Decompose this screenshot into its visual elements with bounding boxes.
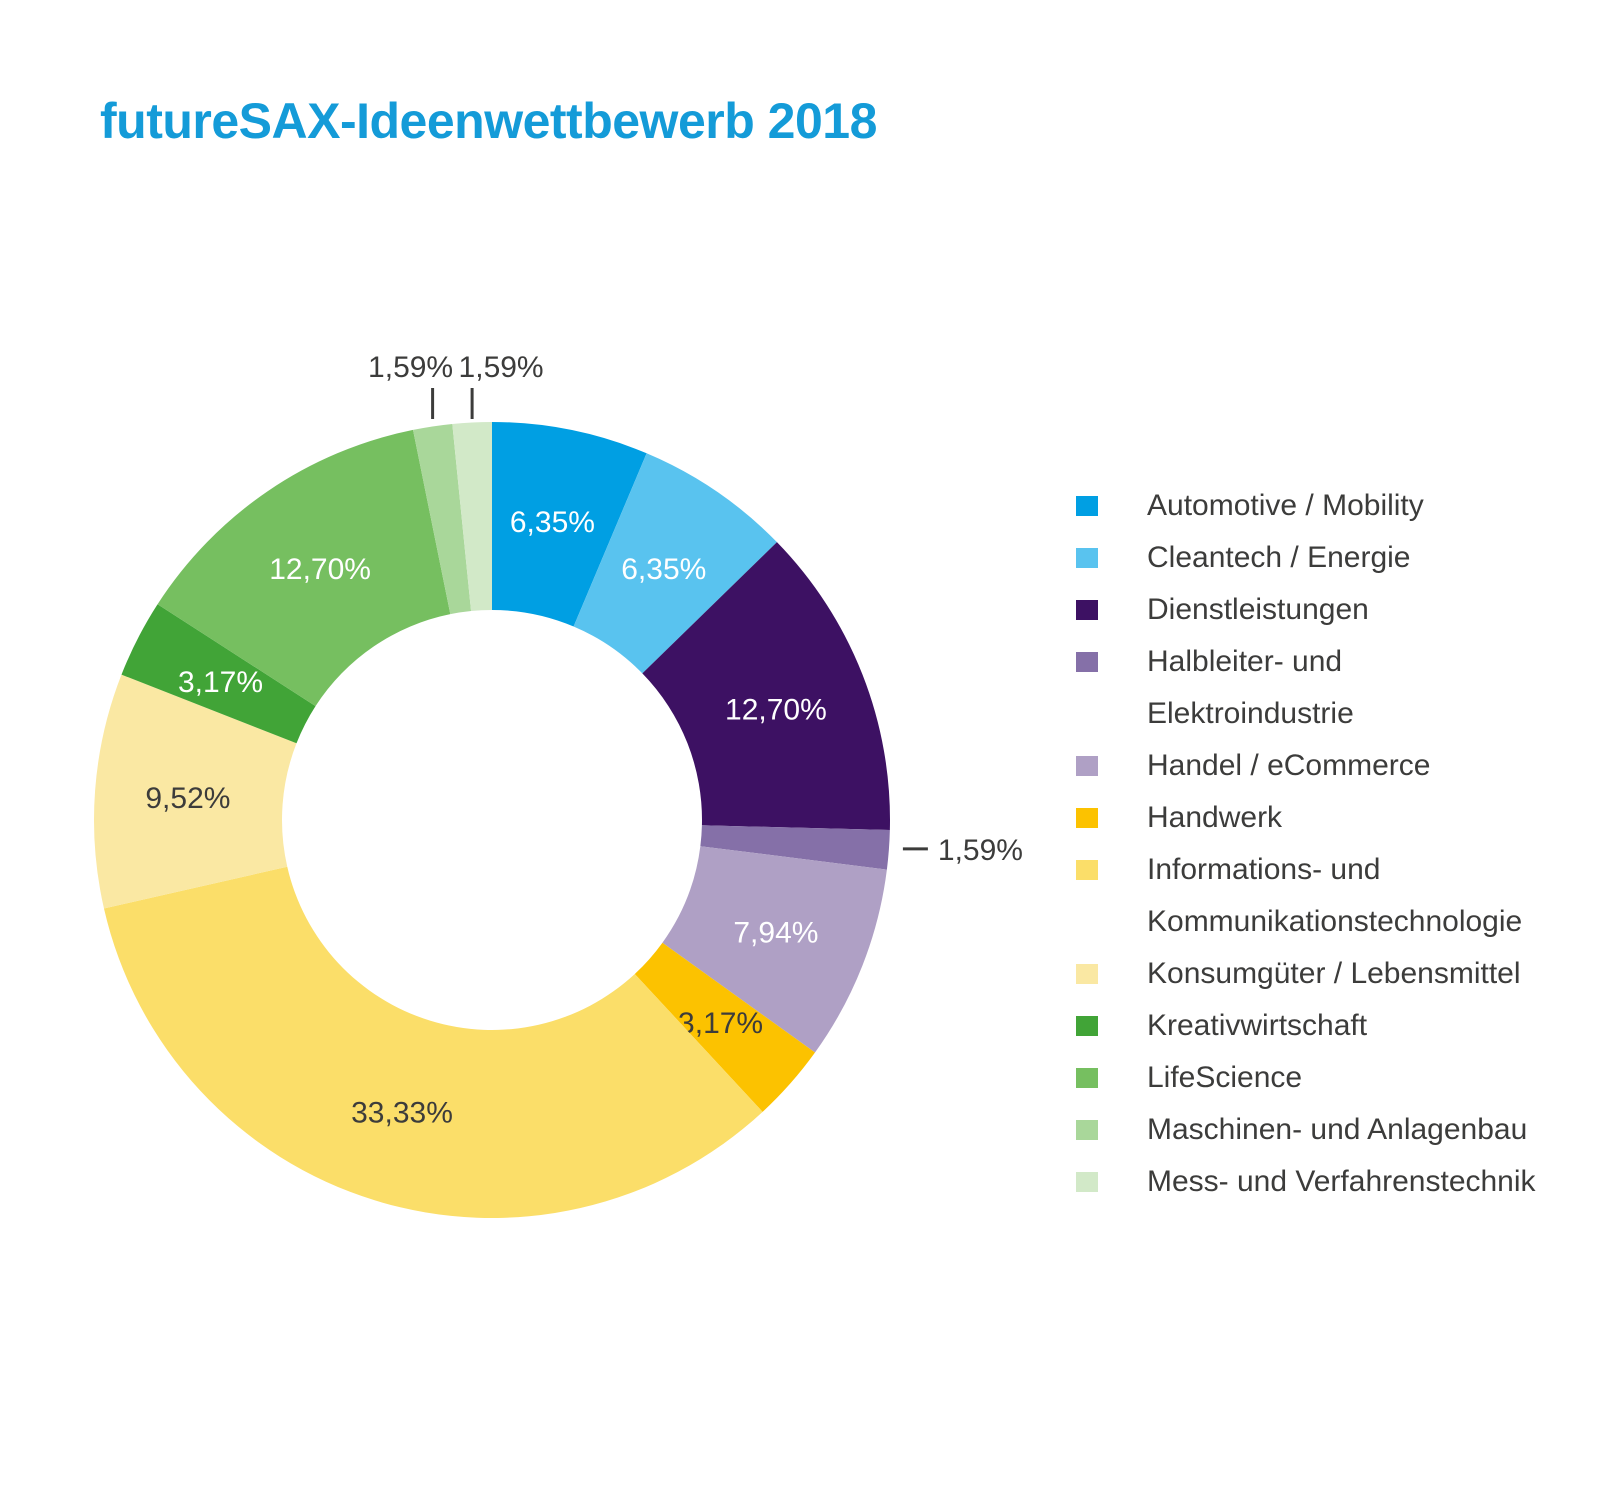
donut-slice-lifescience: [157, 429, 451, 707]
donut-slice-mess-und-verfahrenstechnik: [452, 422, 492, 612]
legend-item-mess-und-verfahrenstechnik: Mess- und Verfahrenstechnik: [1076, 1156, 1556, 1208]
slice-value-label: 33,33%: [351, 1096, 453, 1129]
donut-slice-cleantech-energie: [573, 453, 777, 674]
donut-slice-maschinen-und-anlagenbau: [413, 423, 472, 615]
donut-slice-halbleiter-und-elektroindustrie: [700, 825, 890, 870]
legend-swatch: [1076, 1120, 1098, 1140]
legend-label: Konsumgüter / Lebensmittel: [1147, 957, 1521, 990]
legend-label: Halbleiter- und Elektroindustrie: [1147, 645, 1354, 730]
legend-item-automotive-mobility: Automotive / Mobility: [1076, 480, 1556, 532]
legend-item-maschinen-und-anlagenbau: Maschinen- und Anlagenbau: [1076, 1104, 1556, 1156]
slice-value-label: 12,70%: [269, 553, 371, 586]
donut-slice-kreativwirtschaft: [121, 604, 316, 744]
legend-label: Handel / eCommerce: [1147, 749, 1431, 782]
legend-swatch: [1076, 860, 1098, 880]
legend-label: Cleantech / Energie: [1147, 541, 1411, 574]
slice-value-label: 1,59%: [459, 351, 544, 384]
legend-item-handwerk: Handwerk: [1076, 792, 1556, 844]
legend-swatch: [1076, 964, 1098, 984]
legend-item-handel-ecommerce: Handel / eCommerce: [1076, 740, 1556, 792]
legend-label: Maschinen- und Anlagenbau: [1147, 1113, 1528, 1146]
legend-label: Mess- und Verfahrenstechnik: [1147, 1165, 1536, 1198]
slice-value-label: 1,59%: [938, 834, 1023, 867]
legend-swatch: [1076, 548, 1098, 568]
legend-label: Handwerk: [1147, 801, 1283, 834]
donut-slice-informations-und-kommunikationstechnologie: [103, 866, 763, 1219]
donut-slice-automotive-mobility: [492, 422, 647, 627]
legend-label: Kreativwirtschaft: [1147, 1009, 1368, 1042]
slice-value-label: 6,35%: [621, 553, 706, 586]
legend-swatch: [1076, 496, 1098, 516]
page-title: futureSAX-Ideenwettbewerb 2018: [100, 93, 877, 149]
slice-value-label: 1,59%: [368, 351, 453, 384]
slice-value-label: 9,52%: [145, 782, 230, 815]
slice-value-label: 3,17%: [178, 666, 263, 699]
legend-swatch: [1076, 1068, 1098, 1088]
legend-item-kreativwirtschaft: Kreativwirtschaft: [1076, 1000, 1556, 1052]
legend-label: Automotive / Mobility: [1147, 489, 1424, 522]
legend-item-cleantech-energie: Cleantech / Energie: [1076, 532, 1556, 584]
slice-value-label: 6,35%: [510, 506, 595, 539]
donut-slice-handwerk: [634, 942, 816, 1112]
legend-label: Informations- und Kommunikationstechnolo…: [1147, 853, 1523, 938]
legend-item-dienstleistungen: Dienstleistungen: [1076, 584, 1556, 636]
donut-slice-konsumg-ter-lebensmittel: [93, 674, 297, 909]
slice-value-label: 3,17%: [678, 1007, 763, 1040]
legend-swatch: [1076, 1016, 1098, 1036]
legend-swatch: [1076, 600, 1098, 620]
legend-label: Dienstleistungen: [1147, 593, 1369, 626]
legend-label: LifeScience: [1147, 1061, 1303, 1094]
legend-swatch: [1076, 1172, 1098, 1192]
donut-slice-handel-ecommerce: [662, 846, 887, 1053]
slice-value-label: 7,94%: [733, 917, 818, 950]
legend-swatch: [1076, 652, 1098, 672]
legend-swatch: [1076, 756, 1098, 776]
legend-item-informations-und-kommunikationstechnologie: Informations- und Kommunikationstechnolo…: [1076, 844, 1556, 948]
slice-value-label: 12,70%: [725, 694, 827, 727]
legend-item-halbleiter-und-elektroindustrie: Halbleiter- und Elektroindustrie: [1076, 636, 1556, 740]
donut-slice-dienstleistungen: [642, 542, 890, 830]
legend-item-konsumg-ter-lebensmittel: Konsumgüter / Lebensmittel: [1076, 948, 1556, 1000]
legend-item-lifescience: LifeScience: [1076, 1052, 1556, 1104]
legend: Automotive / Mobility Cleantech / Energie…: [1076, 480, 1556, 1208]
legend-swatch: [1076, 808, 1098, 828]
